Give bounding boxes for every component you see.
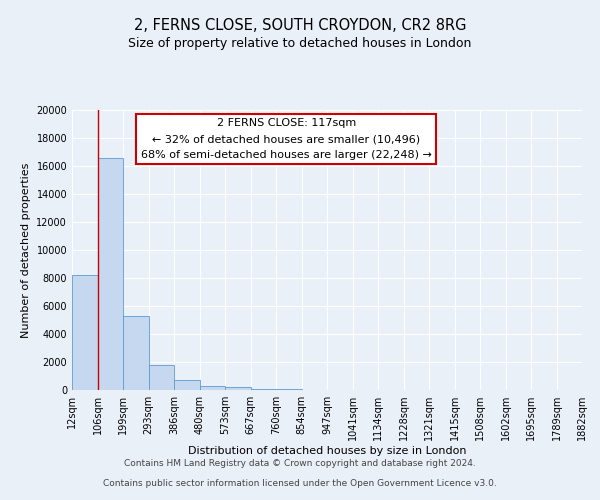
Bar bbox=[251, 388, 276, 390]
Text: 2, FERNS CLOSE, SOUTH CROYDON, CR2 8RG: 2, FERNS CLOSE, SOUTH CROYDON, CR2 8RG bbox=[134, 18, 466, 32]
Bar bbox=[149, 365, 174, 390]
Text: 2 FERNS CLOSE: 117sqm
← 32% of detached houses are smaller (10,496)
68% of semi-: 2 FERNS CLOSE: 117sqm ← 32% of detached … bbox=[141, 118, 431, 160]
Bar bbox=[123, 316, 149, 390]
Text: Contains HM Land Registry data © Crown copyright and database right 2024.: Contains HM Land Registry data © Crown c… bbox=[124, 458, 476, 468]
X-axis label: Distribution of detached houses by size in London: Distribution of detached houses by size … bbox=[188, 446, 466, 456]
Bar bbox=[199, 386, 225, 390]
Bar bbox=[72, 275, 97, 390]
Text: Contains public sector information licensed under the Open Government Licence v3: Contains public sector information licen… bbox=[103, 478, 497, 488]
Y-axis label: Number of detached properties: Number of detached properties bbox=[21, 162, 31, 338]
Text: Size of property relative to detached houses in London: Size of property relative to detached ho… bbox=[128, 38, 472, 51]
Bar bbox=[225, 387, 251, 390]
Bar bbox=[97, 158, 123, 390]
Bar bbox=[174, 380, 199, 390]
Bar bbox=[276, 388, 302, 390]
